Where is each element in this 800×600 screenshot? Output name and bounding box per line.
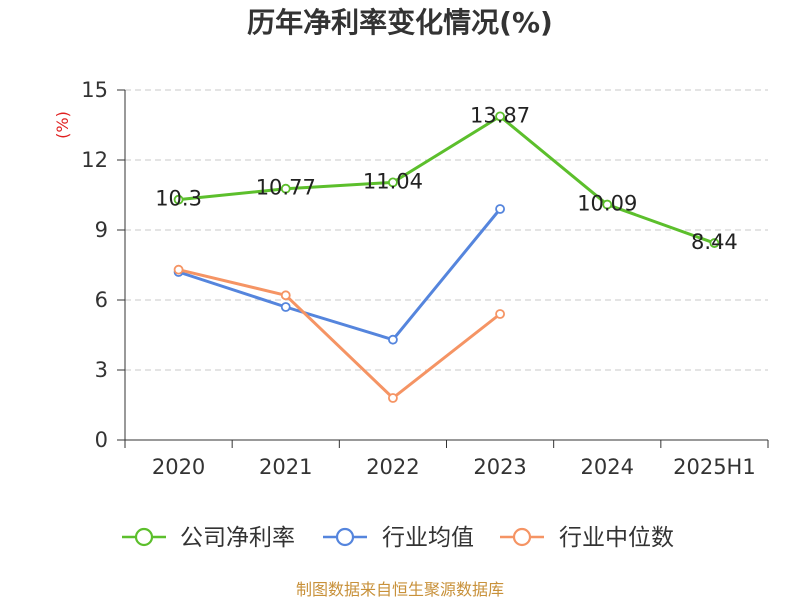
legend-label: 行业均值 <box>382 525 474 551</box>
legend-circle-marker-icon <box>335 527 355 547</box>
legend-circle-marker-icon <box>134 527 154 547</box>
series-layer <box>173 111 720 403</box>
chart-title: 历年净利率变化情况(%) <box>247 6 553 39</box>
legend-item-company-net-margin[interactable]: 公司净利率 <box>122 525 295 551</box>
y-tick-label: 6 <box>95 288 108 312</box>
y-tick-label: 15 <box>81 78 108 102</box>
company-net-margin-value-label: 8.44 <box>691 230 738 254</box>
industry-median-point <box>495 309 505 319</box>
company-net-margin-value-label: 10.77 <box>256 176 316 200</box>
industry-mean-point <box>495 204 505 214</box>
industry-median-line <box>177 268 502 400</box>
company-net-margin-value-label: 10.3 <box>155 187 202 211</box>
industry-mean-point <box>280 302 291 312</box>
company-net-margin-series <box>173 111 720 248</box>
x-tick-label: 2025H1 <box>673 455 756 479</box>
y-tick-label: 9 <box>95 218 108 242</box>
company-net-margin-value-label: 11.04 <box>363 169 423 193</box>
y-tick-label: 12 <box>81 148 108 172</box>
x-tick-label: 2020 <box>152 455 205 479</box>
company-net-margin-point <box>709 238 720 248</box>
x-tick-label: 2024 <box>581 455 634 479</box>
source-note: 制图数据来自恒生聚源数据库 <box>296 580 504 599</box>
industry-mean-point <box>388 334 398 345</box>
company-net-margin-point <box>495 111 505 122</box>
company-net-margin-point <box>602 199 613 210</box>
data-labels: 10.3 10.77 11.04 13.87 10.09 8.44 <box>155 103 738 254</box>
x-tick-label: 2021 <box>259 455 312 479</box>
y-axis-label: (%) <box>53 111 72 139</box>
legend: 公司净利率 行业均值 行业中位数 <box>122 525 674 551</box>
company-net-margin-line <box>177 114 716 245</box>
x-tick-label: 2023 <box>473 455 526 479</box>
y-tick-label: 3 <box>95 358 108 382</box>
y-tick-label: 0 <box>95 428 108 452</box>
x-tick-label: 2022 <box>366 455 419 479</box>
industry-median-point <box>173 264 184 275</box>
legend-item-industry-mean[interactable]: 行业均值 <box>323 525 474 551</box>
legend-circle-marker-icon <box>512 527 532 547</box>
company-net-margin-value-label: 13.87 <box>470 103 530 127</box>
axes: 0 3 6 9 12 15 2020 2021 2022 2023 2024 2025H1 <box>81 78 769 479</box>
industry-median-point <box>388 393 398 403</box>
company-net-margin-point <box>280 183 291 194</box>
legend-item-industry-median[interactable]: 行业中位数 <box>500 525 674 551</box>
legend-label: 行业中位数 <box>559 525 674 551</box>
industry-median-point <box>280 290 291 301</box>
company-net-margin-point <box>173 194 184 205</box>
industry-mean-line <box>177 207 502 342</box>
company-net-margin-value-label: 10.09 <box>577 192 637 216</box>
grid-lines <box>125 89 768 371</box>
industry-median-series <box>173 264 505 403</box>
company-net-margin-point <box>388 177 398 188</box>
legend-label: 公司净利率 <box>180 525 295 551</box>
